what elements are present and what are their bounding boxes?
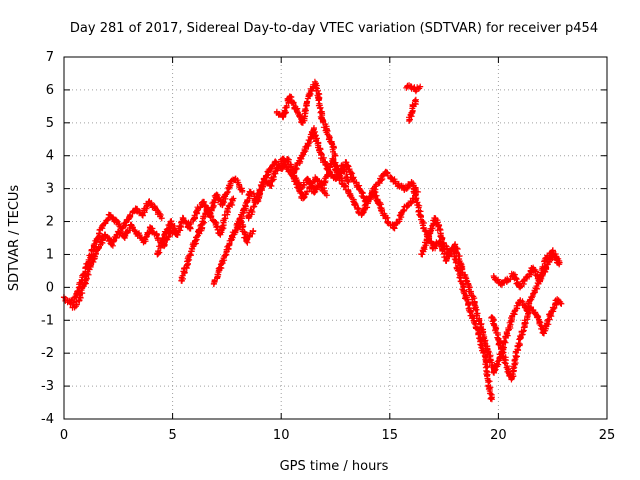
- series-track: [273, 78, 338, 159]
- series-track-d: [178, 195, 237, 284]
- y-tick-label: 6: [46, 83, 54, 98]
- series-track-j: [331, 165, 417, 232]
- series-track-a: [60, 198, 165, 307]
- x-tick-label: 20: [490, 428, 507, 443]
- y-tick-label: 0: [46, 280, 54, 295]
- series-track: [410, 186, 495, 402]
- series-track-b: [69, 221, 180, 311]
- series-track-g: [245, 156, 330, 222]
- series-track-k: [403, 82, 424, 95]
- y-tick-label: 2: [46, 215, 54, 230]
- plot-area: [63, 56, 608, 420]
- series-track: [490, 247, 563, 290]
- x-tick-label: 25: [599, 428, 616, 443]
- y-tick-label: -1: [41, 313, 54, 328]
- y-tick-label: 4: [46, 149, 54, 164]
- series-track: [245, 156, 329, 221]
- series-track-c: [154, 175, 246, 258]
- axis-ticks: 0 5 10 15 20 25 -4 -3 -2 -1 0 1 2 3 4 5 6 7: [41, 50, 615, 443]
- x-tick-label: 15: [382, 428, 399, 443]
- series-track-l: [406, 96, 419, 124]
- y-tick-label: -4: [41, 412, 54, 427]
- x-axis-label: GPS time / hours: [280, 459, 389, 474]
- series-track: [331, 166, 416, 232]
- y-tick-label: 5: [46, 116, 54, 131]
- x-tick-label: 5: [168, 428, 176, 443]
- y-tick-label: 1: [46, 247, 54, 262]
- y-tick-label: 3: [46, 182, 54, 197]
- series-track-p: [490, 247, 563, 291]
- x-tick-label: 0: [60, 428, 68, 443]
- series-track-n: [418, 215, 563, 376]
- series-track: [60, 198, 164, 306]
- series-track: [418, 215, 561, 376]
- y-tick-label: -3: [41, 379, 54, 394]
- series-track: [178, 196, 236, 284]
- y-tick-label: 7: [46, 50, 54, 65]
- series-track: [290, 125, 420, 205]
- series-track: [406, 97, 419, 124]
- x-tick-label: 10: [273, 428, 290, 443]
- series-track: [403, 82, 423, 95]
- series-track: [154, 175, 246, 257]
- series-track-o: [488, 296, 565, 383]
- series-track: [488, 296, 564, 382]
- y-tick-label: -2: [41, 346, 54, 361]
- data-series: [60, 78, 565, 403]
- series-track-h: [273, 78, 339, 159]
- chart-title: Day 281 of 2017, Sidereal Day-to-day VTE…: [70, 21, 598, 36]
- series-track-i: [290, 125, 422, 205]
- y-axis-label: SDTVAR / TECUs: [7, 185, 22, 292]
- series-track-m: [410, 185, 495, 403]
